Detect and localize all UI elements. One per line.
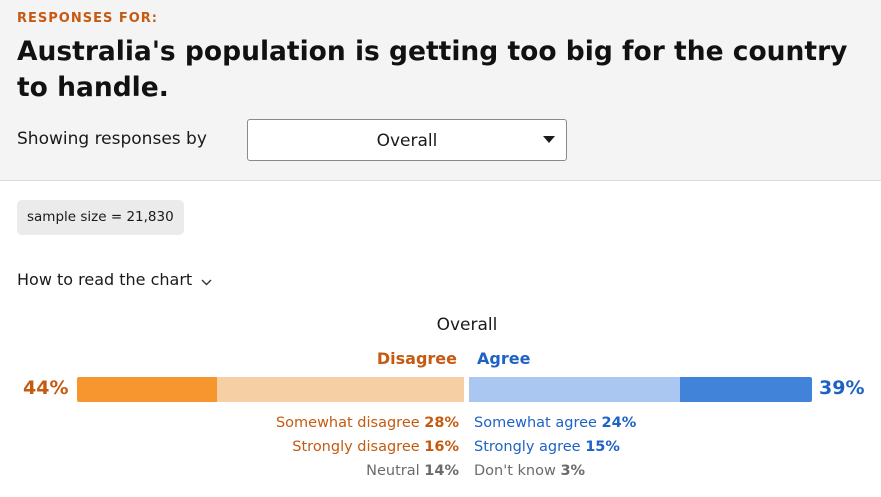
disagree-total: 44% <box>23 377 69 399</box>
bar-strongly-agree <box>680 377 812 402</box>
legend-label: Don't know <box>474 463 556 479</box>
bar-strongly-disagree <box>77 377 217 402</box>
how-to-read-toggle[interactable]: How to read the chart <box>17 269 212 290</box>
agree-label: Agree <box>477 349 531 368</box>
legend-label: Somewhat disagree <box>275 415 420 431</box>
how-to-read-label: How to read the chart <box>17 270 193 289</box>
legend-dont-know: Don't know 3% <box>474 463 585 479</box>
legend-value: 3% <box>560 463 586 479</box>
sample-size-badge: sample size = 21,830 <box>17 200 184 235</box>
chevron-down-icon <box>201 271 212 290</box>
agree-total: 39% <box>819 377 865 399</box>
legend-strongly-disagree: Strongly disagree 16% <box>292 439 459 455</box>
bar-somewhat-agree <box>469 377 680 402</box>
legend-label: Somewhat agree <box>474 415 597 431</box>
caret-down-icon <box>543 136 555 143</box>
bar-somewhat-disagree <box>217 377 464 402</box>
question-title: Australia's population is getting too bi… <box>17 36 848 103</box>
eyebrow-label: RESPONSES FOR: <box>17 11 158 26</box>
legend-label: Strongly agree <box>474 439 581 455</box>
legend-neutral: Neutral 14% <box>366 463 459 479</box>
legend-label: Neutral <box>366 463 420 479</box>
legend-somewhat-agree: Somewhat agree 24% <box>474 415 636 431</box>
legend-value: 14% <box>424 463 459 479</box>
filter-label: Showing responses by <box>17 129 207 149</box>
disagree-label: Disagree <box>376 349 457 368</box>
legend-value: 15% <box>585 439 620 455</box>
legend-strongly-agree: Strongly agree 15% <box>474 439 620 455</box>
question-header: RESPONSES FOR: Australia's population is… <box>0 0 881 181</box>
select-value: Overall <box>376 131 438 151</box>
legend-value: 16% <box>424 439 459 455</box>
chart-title: Overall <box>436 315 498 335</box>
legend-value: 28% <box>424 415 459 431</box>
legend-value: 24% <box>601 415 637 431</box>
legend-somewhat-disagree: Somewhat disagree 28% <box>276 415 459 431</box>
legend-label: Strongly disagree <box>292 439 420 455</box>
responses-by-select[interactable]: Overall <box>247 119 567 161</box>
